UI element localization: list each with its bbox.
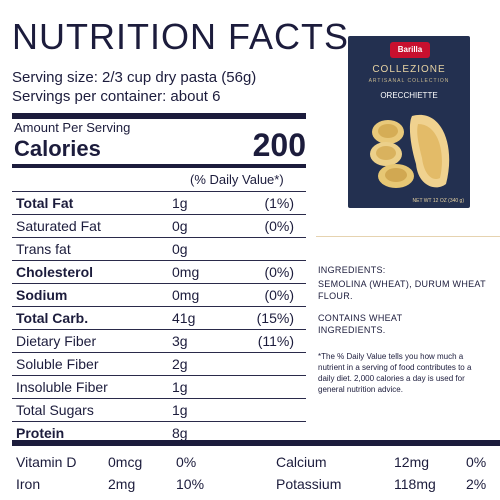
mineral-name: Potassium	[276, 476, 342, 492]
vitamin-dv: 10%	[176, 476, 205, 492]
ingredients-text: SEMOLINA (WHEAT), DURUM WHEAT FLOUR.	[318, 279, 486, 301]
nutrient-dv: (0%)	[264, 218, 294, 234]
nutrient-name: Cholesterol	[16, 264, 94, 280]
mineral-amount: 12mg	[394, 454, 430, 470]
nutrient-row: Sodium 0mg (0%)	[12, 284, 306, 307]
nutrient-amount: 8g	[172, 425, 188, 441]
nutrient-amount: 0g	[172, 241, 188, 257]
nutrient-row: Insoluble Fiber 1g	[12, 376, 306, 399]
mineral-name: Calcium	[276, 454, 327, 470]
collection-subtitle: ARTISANAL COLLECTION	[368, 78, 450, 84]
pasta-package-image: Barilla COLLEZIONE ARTISANAL COLLECTION …	[348, 36, 470, 208]
ingredients-heading: INGREDIENTS:	[318, 265, 386, 275]
nutrient-row: Total Sugars 1g	[12, 399, 306, 422]
vitamin-name: Iron	[16, 476, 41, 492]
nutrient-dv: (1%)	[264, 195, 294, 211]
nutrient-dv: (15%)	[256, 310, 294, 326]
nutrient-dv: (0%)	[264, 264, 294, 280]
nutrient-row: Saturated Fat 0g (0%)	[12, 215, 306, 238]
nutrient-name: Soluble Fiber	[16, 356, 99, 372]
vitamin-dv: 0%	[176, 454, 197, 470]
servings-per-container: Servings per container: about 6	[12, 88, 221, 105]
nutrient-amount: 2g	[172, 356, 188, 372]
daily-value-footnote: *The % Daily Value tells you how much a …	[318, 352, 472, 394]
calories-value: 200	[252, 127, 306, 163]
product-name: ORECCHIETTE	[380, 91, 438, 100]
nutrient-amount: 1g	[172, 195, 188, 211]
nutrient-row: Soluble Fiber 2g	[12, 353, 306, 376]
nutrient-row: Protein 8g	[12, 422, 306, 444]
nutrient-name: Total Sugars	[16, 402, 94, 418]
nutrient-amount: 41g	[172, 310, 196, 326]
nutrient-row: Total Fat 1g (1%)	[12, 191, 306, 215]
net-weight: NET WT 12 OZ (340 g)	[412, 198, 465, 204]
nutrient-dv: (11%)	[257, 333, 294, 349]
thick-rule-vitamins	[12, 440, 500, 446]
nutrient-amount: 3g	[172, 333, 188, 349]
daily-value-header: (% Daily Value*)	[190, 172, 284, 187]
nutrient-name: Sodium	[16, 287, 68, 303]
nutrient-row: Trans fat 0g	[12, 238, 306, 261]
collection-label: COLLEZIONE	[372, 64, 446, 75]
nutrient-amount: 1g	[172, 379, 188, 395]
thick-rule-top	[12, 113, 306, 119]
nutrient-name: Insoluble Fiber	[16, 379, 108, 395]
mineral-dv: 0%	[466, 454, 487, 470]
nutrient-name: Trans fat	[16, 241, 71, 257]
nutrient-amount: 0g	[172, 218, 188, 234]
nutrient-row: Cholesterol 0mg (0%)	[12, 261, 306, 284]
nutrient-name: Total Carb.	[16, 310, 89, 326]
nutrient-amount: 0mg	[172, 264, 200, 280]
allergen-statement: CONTAINS WHEAT INGREDIENTS.	[318, 313, 403, 335]
nutrient-name: Saturated Fat	[16, 218, 101, 234]
vitamin-name: Vitamin D	[16, 454, 77, 470]
nutrient-name: Protein	[16, 425, 65, 441]
vitamin-amount: 2mg	[108, 476, 136, 492]
nutrient-amount: 0mg	[172, 287, 200, 303]
nutrient-table: Total Fat 1g (1%) Saturated Fat 0g (0%) …	[12, 191, 306, 444]
calories-label: Calories	[14, 136, 101, 161]
page-title: NUTRITION FACTS	[12, 16, 349, 57]
mineral-amount: 118mg	[394, 476, 436, 492]
thick-rule-calories	[12, 164, 306, 168]
nutrient-dv: (0%)	[264, 287, 294, 303]
orecchiette-pasta-illustration	[370, 114, 450, 188]
nutrient-amount: 1g	[172, 402, 188, 418]
nutrient-row: Dietary Fiber 3g (11%)	[12, 330, 306, 353]
nutrient-name: Dietary Fiber	[16, 333, 97, 349]
vitamin-amount: 0mcg	[108, 454, 143, 470]
barilla-logo: Barilla	[390, 42, 430, 58]
mineral-dv: 2%	[466, 476, 487, 492]
nutrient-row: Total Carb. 41g (15%)	[12, 307, 306, 330]
nutrient-name: Total Fat	[16, 195, 74, 211]
serving-size: Serving size: 2/3 cup dry pasta (56g)	[12, 69, 257, 86]
gold-divider	[316, 236, 500, 237]
amount-per-serving: Amount Per Serving	[14, 120, 131, 135]
